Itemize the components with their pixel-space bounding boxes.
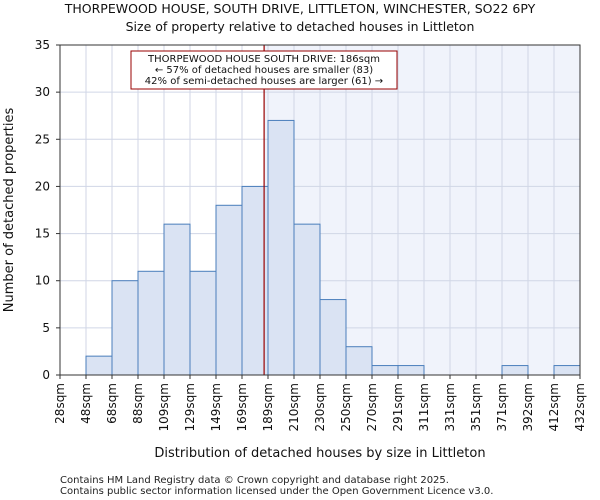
x-tick-label: 149sqm xyxy=(209,383,223,431)
footer-line-2: Contains public sector information licen… xyxy=(60,486,493,497)
x-tick-label: 129sqm xyxy=(183,383,197,431)
chart-title: THORPEWOOD HOUSE, SOUTH DRIVE, LITTLETON… xyxy=(64,1,536,16)
x-tick-label: 169sqm xyxy=(235,383,249,431)
annotation-box xyxy=(130,50,398,90)
histogram-bar xyxy=(111,280,139,376)
x-tick-label: 392sqm xyxy=(521,383,535,431)
x-tick-label: 68sqm xyxy=(105,383,119,424)
chart-subtitle: Size of property relative to detached ho… xyxy=(126,19,475,34)
x-tick-label: 351sqm xyxy=(469,383,483,431)
x-tick-label: 189sqm xyxy=(261,383,275,431)
y-tick-label: 15 xyxy=(35,227,50,241)
x-tick-label: 371sqm xyxy=(495,383,509,431)
y-tick-label: 20 xyxy=(35,179,50,193)
histogram-bar xyxy=(163,223,191,376)
x-tick-label: 28sqm xyxy=(53,383,67,424)
y-tick-label: 30 xyxy=(35,85,50,99)
x-tick-label: 412sqm xyxy=(547,383,561,431)
y-tick-label: 10 xyxy=(35,274,50,288)
x-tick-label: 311sqm xyxy=(417,383,431,431)
histogram-bar xyxy=(267,119,295,376)
annotation-line-2: ← 57% of detached houses are smaller (83… xyxy=(155,65,373,76)
histogram-bar xyxy=(319,299,347,376)
y-tick-label: 25 xyxy=(35,132,50,146)
x-tick-label: 88sqm xyxy=(131,383,145,424)
x-axis-label: Distribution of detached houses by size … xyxy=(154,446,485,461)
footer-line-1: Contains HM Land Registry data © Crown c… xyxy=(60,475,449,486)
y-axis-ticks: 0 5 10 15 20 25 30 35 xyxy=(35,38,60,382)
histogram-bar xyxy=(215,204,243,376)
annotation-line-1: THORPEWOOD HOUSE SOUTH DRIVE: 186sqm xyxy=(147,54,380,65)
y-tick-label: 35 xyxy=(35,38,50,52)
property-annotation: THORPEWOOD HOUSE SOUTH DRIVE: 186sqm ← 5… xyxy=(130,50,398,90)
x-tick-label: 48sqm xyxy=(79,383,93,424)
x-tick-label: 230sqm xyxy=(313,383,327,431)
x-tick-label: 210sqm xyxy=(287,383,301,431)
y-tick-label: 0 xyxy=(42,368,50,382)
x-tick-label: 109sqm xyxy=(157,383,171,431)
histogram-bar xyxy=(397,365,425,376)
x-tick-label: 270sqm xyxy=(365,383,379,431)
annotation-line-3: 42% of semi-detached houses are larger (… xyxy=(145,76,383,87)
histogram-bar xyxy=(553,365,581,376)
histogram-bar xyxy=(293,223,321,376)
histogram-bar xyxy=(501,365,529,376)
x-axis-ticks: 28sqm 48sqm 68sqm 88sqm 109sqm 129sqm 149sqm 16… xyxy=(53,375,587,431)
x-tick-label: 250sqm xyxy=(339,383,353,431)
histogram-bar xyxy=(189,270,217,376)
histogram-bar xyxy=(371,365,399,376)
y-tick-label: 5 xyxy=(42,321,50,335)
histogram-bar xyxy=(137,270,165,376)
histogram-bar xyxy=(85,355,113,376)
x-tick-label: 291sqm xyxy=(391,383,405,431)
y-axis-label: Number of detached properties xyxy=(2,108,17,313)
x-tick-label: 432sqm xyxy=(573,383,587,431)
bars xyxy=(85,119,581,376)
x-tick-label: 331sqm xyxy=(443,383,457,431)
histogram-bar xyxy=(345,346,373,376)
